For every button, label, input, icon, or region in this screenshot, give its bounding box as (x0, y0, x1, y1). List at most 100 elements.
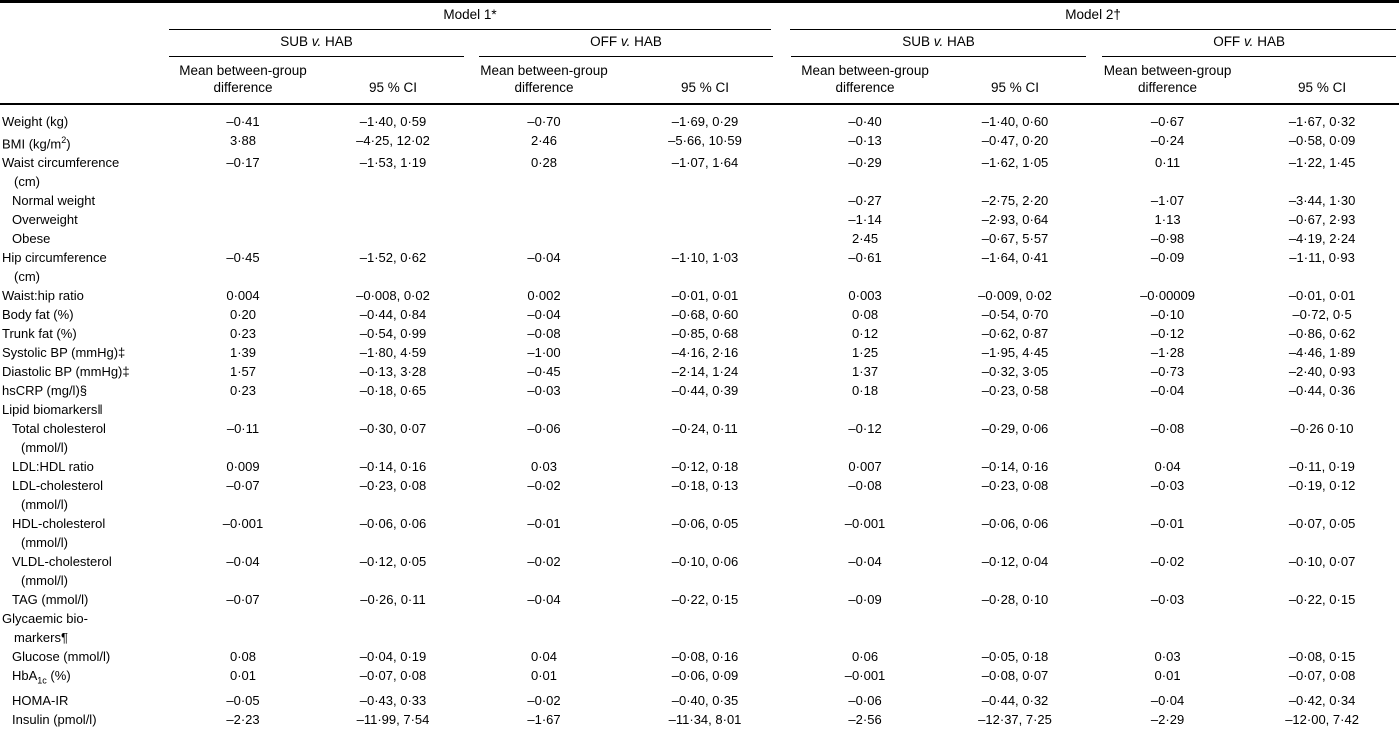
table-corner-stub (0, 1, 168, 105)
cell-ci: –0·11, 0·19 (1289, 459, 1355, 475)
cell-ci: –0·08, 0·15 (1288, 649, 1356, 665)
cell-mean-difference: –0·10 (1150, 307, 1185, 323)
cell-ci: –0·54, 0·99 (359, 326, 427, 342)
cell-ci (620, 210, 790, 229)
cell-mean-difference (468, 229, 620, 248)
cell-ci: –0·009, 0·02 (978, 288, 1052, 304)
model-1-header: Model 1* (168, 2, 790, 30)
cell-ci (318, 191, 468, 210)
cell-mean-difference: –2·23 (226, 711, 260, 727)
cell-mean-difference: –0·05 (226, 692, 260, 708)
m1-sub-vs-hab-label: SUB v. HAB (169, 30, 464, 57)
cell-ci: –0·06, 0·06 (981, 516, 1049, 532)
column-header-mean: Mean between-group difference (1090, 57, 1246, 105)
cell-mean-difference: 0·002 (527, 288, 561, 304)
cell-ci: –0·67, 5·57 (981, 231, 1049, 247)
cell-mean-difference: –0·08 (1150, 421, 1185, 437)
cell-ci: –0·07, 0·05 (1288, 516, 1356, 532)
m1-off-vs-hab-label: OFF v. HAB (479, 30, 774, 57)
cell-mean-difference (168, 609, 318, 647)
cell-mean-difference (468, 400, 620, 419)
table-row: Weight (kg) –0·41 –1·40, 0·59 –0·70 –1·69, 0… (0, 104, 1399, 131)
cell-ci: –0·22, 0·15 (1288, 592, 1356, 608)
cell-ci: –0·12, 0·04 (981, 554, 1049, 570)
table-row: Waist circumference (cm) –0·17 –1·53, 1·19 0… (0, 153, 1399, 191)
row-label: Waist:hip ratio (2, 288, 84, 304)
cell-ci: –4·25, 12·02 (356, 133, 430, 148)
cell-mean-difference: 0·20 (229, 307, 257, 323)
table-row: Body fat (%) 0·20 –0·44, 0·84 –0·04 –0·68, 0… (0, 305, 1399, 324)
cell-ci: –0·68, 0·60 (671, 307, 739, 323)
cell-ci (318, 229, 468, 248)
cell-mean-difference: –0·45 (527, 364, 561, 380)
cell-ci: –1·22, 1·45 (1288, 155, 1356, 171)
cell-ci: –0·07, 0·08 (359, 668, 427, 684)
cell-ci: –0·26, 0·11 (360, 592, 426, 608)
cell-mean-difference: –0·01 (527, 516, 561, 532)
table-row: Normal weight –0·27 –2·75, 2·20 –1·07 –3·44,… (0, 191, 1399, 210)
cell-mean-difference: –1·00 (527, 345, 561, 361)
table-row: LDL-cholesterol (mmol/l) –0·07 –0·23, 0·08 –… (0, 476, 1399, 514)
cell-ci: –0·14, 0·16 (981, 459, 1049, 475)
cell-ci: –3·44, 1·30 (1288, 193, 1356, 209)
cell-ci (318, 400, 468, 419)
cell-mean-difference: 2·46 (530, 133, 558, 148)
cell-ci: –1·95, 4·45 (981, 345, 1049, 361)
table-row: hsCRP (mg/l)§ 0·23 –0·18, 0·65 –0·03 –0·44, … (0, 381, 1399, 400)
row-label: Hip circumference (cm) (2, 250, 107, 285)
cell-mean-difference: –0·70 (527, 114, 561, 129)
cell-mean-difference (168, 400, 318, 419)
cell-ci: –0·12, 0·18 (671, 459, 739, 475)
cell-ci: –1·40, 0·59 (359, 114, 427, 129)
section-row: Glycaemic bio-markers¶ (0, 609, 1399, 647)
cell-mean-difference: –1·28 (1150, 345, 1185, 361)
cell-mean-difference: –0·41 (226, 114, 260, 129)
cell-mean-difference: –0·45 (226, 250, 260, 266)
cell-mean-difference: –0·03 (1150, 592, 1185, 608)
cell-mean-difference: –0·03 (1150, 478, 1185, 494)
cell-ci: –1·67, 0·32 (1288, 114, 1356, 129)
cell-mean-difference: –0·09 (848, 592, 882, 608)
cell-ci (620, 191, 790, 210)
cell-ci (940, 609, 1090, 647)
cell-ci: –0·26 0·10 (1290, 421, 1354, 437)
section-label: Glycaemic bio-markers¶ (2, 611, 88, 646)
cell-mean-difference: –0·73 (1150, 364, 1185, 380)
cell-ci (318, 609, 468, 647)
row-label: HOMA-IR (12, 692, 69, 708)
cell-mean-difference (468, 210, 620, 229)
cell-ci: –1·10, 1·03 (671, 250, 739, 266)
cell-mean-difference: –0·04 (1150, 692, 1185, 708)
cell-ci: –0·44, 0·32 (981, 692, 1049, 708)
table-row: Trunk fat (%) 0·23 –0·54, 0·99 –0·08 –0·85, … (0, 324, 1399, 343)
cell-ci: –0·01, 0·01 (1288, 288, 1356, 304)
row-label: LDL-cholesterol (mmol/l) (12, 478, 104, 513)
cell-mean-difference: 0·28 (530, 155, 558, 171)
cell-mean-difference: –1·14 (848, 212, 882, 228)
cell-mean-difference: 0·009 (226, 459, 260, 475)
cell-ci: –0·28, 0·10 (981, 592, 1049, 608)
table-row: Obese 2·45 –0·67, 5·57 –0·98 –4·19, 2·24 (0, 229, 1399, 248)
row-label: Normal weight (12, 193, 96, 209)
cell-mean-difference: –0·04 (1150, 383, 1185, 399)
cell-mean-difference: 3·88 (229, 133, 257, 148)
column-header-ci: 95 % CI (318, 57, 468, 105)
cell-mean-difference: –0·04 (527, 250, 561, 266)
m1-sub-vs-hab-header: SUB v. HAB (168, 30, 468, 57)
m2-sub-vs-hab-label: SUB v. HAB (791, 30, 1087, 57)
cell-mean-difference: –0·61 (848, 250, 882, 266)
table-row: VLDL-cholesterol (mmol/l) –0·04 –0·12, 0·05… (0, 552, 1399, 590)
cell-ci: –0·29, 0·06 (981, 421, 1049, 437)
cell-ci: –0·44, 0·84 (359, 307, 427, 323)
cell-ci: –0·06, 0·06 (359, 516, 427, 532)
row-label: LDL:HDL ratio (12, 459, 94, 475)
cell-mean-difference (468, 191, 620, 210)
cell-mean-difference: –0·04 (527, 307, 561, 323)
cell-mean-difference: 0·01 (229, 668, 257, 684)
cell-ci: –1·11, 0·93 (1289, 250, 1355, 266)
cell-ci: –0·24, 0·11 (672, 421, 738, 437)
cell-ci: –0·07, 0·08 (1288, 668, 1356, 684)
section-label: Lipid biomarkers‖ (2, 402, 103, 418)
cell-ci: –0·85, 0·68 (671, 326, 739, 342)
cell-mean-difference: –0·04 (226, 554, 260, 570)
